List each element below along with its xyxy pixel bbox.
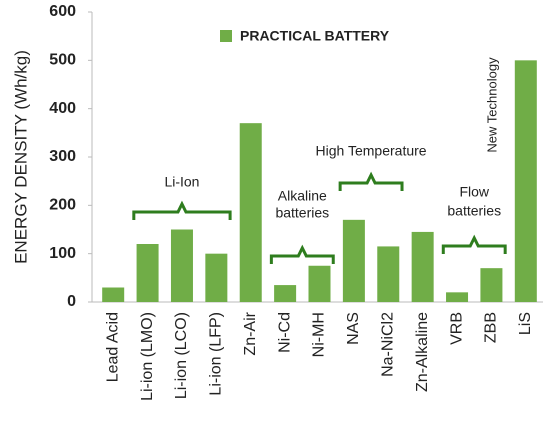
x-tick-label: Zn-Alkaline <box>414 312 431 392</box>
y-tick-label: 100 <box>49 245 76 262</box>
y-axis-label: ENERGY DENSITY (Wh/kg) <box>11 50 30 264</box>
legend-swatch <box>220 30 232 42</box>
x-tick-label: Lead Acid <box>104 312 121 382</box>
bar <box>239 123 262 303</box>
bar <box>308 265 331 302</box>
bar <box>170 229 193 302</box>
bar <box>377 246 400 302</box>
brace <box>132 200 232 220</box>
x-tick-label: NAS <box>345 312 362 345</box>
bar <box>274 285 297 302</box>
y-tick-label: 0 <box>67 293 76 310</box>
annotation: Alkaline <box>278 188 327 204</box>
x-tick-label: LiS <box>517 312 534 335</box>
y-tick-label: 400 <box>49 100 76 117</box>
x-tick-label: Ni-MH <box>311 312 328 357</box>
bar <box>480 268 503 302</box>
x-tick-label: VRB <box>448 312 465 345</box>
brace <box>338 171 404 191</box>
x-tick-label: Ni-Cd <box>276 312 293 353</box>
brace <box>269 244 335 264</box>
annotation: batteries <box>447 203 501 219</box>
bar <box>446 292 469 302</box>
annotation: High Temperature <box>316 143 427 159</box>
y-tick-label: 600 <box>49 3 76 20</box>
annotation: Flow <box>459 184 489 200</box>
annotation: batteries <box>275 205 329 221</box>
bar <box>136 244 159 302</box>
legend-label: PRACTICAL BATTERY <box>240 28 390 44</box>
x-tick-label: Zn-Air <box>242 311 259 355</box>
bar <box>102 287 125 302</box>
bar <box>205 253 228 302</box>
bar <box>342 219 365 302</box>
annotation: Li-Ion <box>164 174 199 190</box>
annotation: New Technology <box>485 57 500 153</box>
x-tick-label: ZBB <box>483 312 500 343</box>
x-tick-label: Li-ion (LFP) <box>208 312 225 396</box>
x-tick-label: Li-ion (LMO) <box>139 312 156 401</box>
brace <box>441 234 507 254</box>
y-tick-label: 200 <box>49 197 76 214</box>
y-tick-label: 300 <box>49 148 76 165</box>
bar <box>514 60 537 303</box>
bar <box>411 231 434 302</box>
x-tick-label: Na-NiCl2 <box>379 312 396 377</box>
y-tick-label: 500 <box>49 52 76 69</box>
x-tick-label: Li-ion (LCO) <box>173 312 190 399</box>
